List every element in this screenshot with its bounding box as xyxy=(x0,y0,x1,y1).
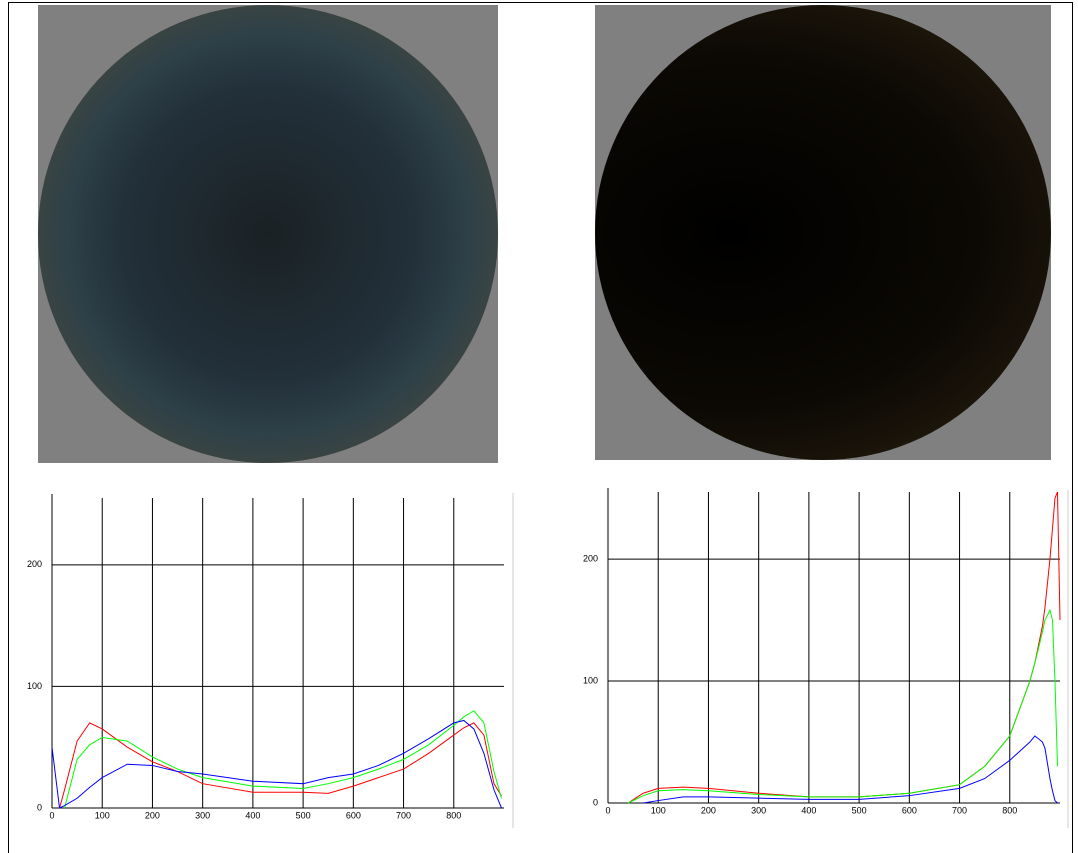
x-tick-label: 200 xyxy=(701,805,716,815)
series-line xyxy=(643,736,1057,803)
charts: 0 100 200 300 400 500 600 700 800 0 100 200 0 100 200 3… xyxy=(0,0,1078,853)
series-line xyxy=(52,720,501,808)
y-tick-label: 100 xyxy=(27,681,42,691)
x-tick-label: 500 xyxy=(852,805,867,815)
x-tick-label: 100 xyxy=(95,810,110,820)
page: {"chart_data": [ {"type": "line", "x": [… xyxy=(0,0,1078,853)
x-tick-label: 400 xyxy=(245,810,260,820)
x-tick-label: 200 xyxy=(145,810,160,820)
x-tick-label: 300 xyxy=(195,810,210,820)
x-tick-label: 0 xyxy=(49,810,54,820)
x-tick-label: 0 xyxy=(605,805,610,815)
x-tick-label: 700 xyxy=(396,810,411,820)
x-tick-label: 400 xyxy=(801,805,816,815)
x-tick-label: 600 xyxy=(346,810,361,820)
x-tick-label: 600 xyxy=(902,805,917,815)
x-tick-label: 100 xyxy=(651,805,666,815)
x-tick-label: 500 xyxy=(296,810,311,820)
x-tick-label: 700 xyxy=(952,805,967,815)
y-tick-label: 200 xyxy=(27,559,42,569)
series-line xyxy=(628,610,1057,803)
y-tick-label: 0 xyxy=(593,797,598,807)
series-line xyxy=(628,492,1060,803)
x-tick-label: 800 xyxy=(1002,805,1017,815)
y-tick-label: 100 xyxy=(583,675,598,685)
y-tick-label: 0 xyxy=(37,802,42,812)
x-tick-label: 300 xyxy=(751,805,766,815)
x-tick-label: 800 xyxy=(446,810,461,820)
y-tick-label: 200 xyxy=(583,553,598,563)
series-line xyxy=(65,711,502,808)
